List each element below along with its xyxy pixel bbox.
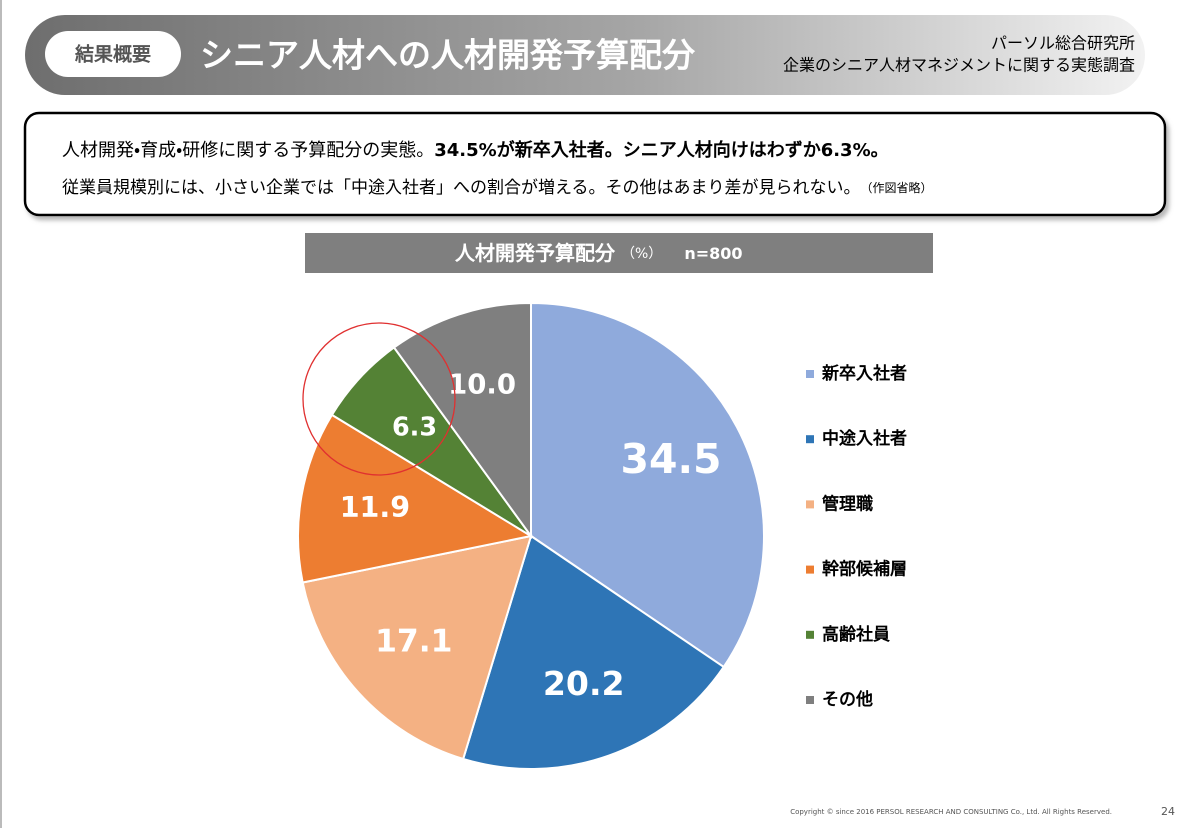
summary-line: 人材開発・育成・研修に関する予算配分の実態。34.5%が新卒入社者。シニア人材向… (62, 139, 889, 161)
header-tag: 結果概要 (74, 43, 151, 66)
legend-label: 幹部候補層 (822, 559, 907, 580)
chart-unit: （%） (621, 246, 662, 262)
slice-label: 34.5 (620, 435, 721, 483)
legend-swatch (806, 696, 814, 704)
summary-bold: 34.5%が新卒入社者。シニア人材向けはわずか6.3%。 (434, 139, 888, 161)
summary-note: （作図省略） (867, 180, 933, 195)
legend-swatch (806, 435, 814, 444)
pie-slice (461, 534, 726, 770)
chart-note: n=800 (684, 244, 742, 263)
pie-slice (392, 301, 532, 540)
header-tag-bg (45, 31, 181, 77)
pie-slice (301, 534, 533, 761)
legend-swatch (806, 565, 814, 574)
summary-text: 人材開発・育成・研修に関する予算配分の実態。 (62, 140, 434, 161)
summary-line: 従業員規模別には、小さい企業では「中途入社者」への割合が増える。その他はあまり差… (62, 178, 933, 198)
slice-label: 17.1 (375, 624, 452, 660)
copyright: Copyright © since 2016 PERSOL RESEARCH A… (790, 808, 1112, 816)
header-source: パーソル総合研究所 (991, 34, 1135, 53)
header-title: シニア人材への人材開発予算配分 (200, 36, 696, 75)
summary-box (23, 111, 1167, 217)
header-bar (25, 15, 1145, 95)
highlight-circle (302, 322, 456, 476)
slice-label: 20.2 (543, 664, 625, 703)
chart-title-text: 人材開発予算配分 (454, 241, 616, 265)
legend-swatch (806, 630, 814, 639)
legend-swatch (806, 500, 814, 509)
legend-label: その他 (822, 689, 873, 710)
pie-slice (530, 301, 765, 669)
legend-label: 中途入社者 (822, 428, 907, 449)
pie-slice (297, 413, 534, 584)
chart-title-bar (305, 233, 933, 273)
slice-label: 6.3 (392, 413, 437, 443)
chart-title: 人材開発予算配分 （%） n=800 (454, 241, 743, 265)
legend-label: 管理職 (821, 493, 873, 514)
legend-swatch (806, 370, 814, 378)
slice-label: 10.0 (448, 368, 516, 400)
pie: 34.5 20.2 17.1 11.9 6.3 10.0 (297, 301, 765, 770)
slice-label: 11.9 (340, 491, 410, 524)
summary-text: 従業員規模別には、小さい企業では「中途入社者」への割合が増える。その他はあまり差… (62, 178, 861, 198)
legend-label: 高齢社員 (822, 624, 890, 645)
page-number: 24 (1161, 805, 1175, 818)
legend-label: 新卒入社者 (821, 363, 907, 384)
header-source: 企業のシニア人材マネジメントに関する実態調査 (783, 56, 1135, 75)
